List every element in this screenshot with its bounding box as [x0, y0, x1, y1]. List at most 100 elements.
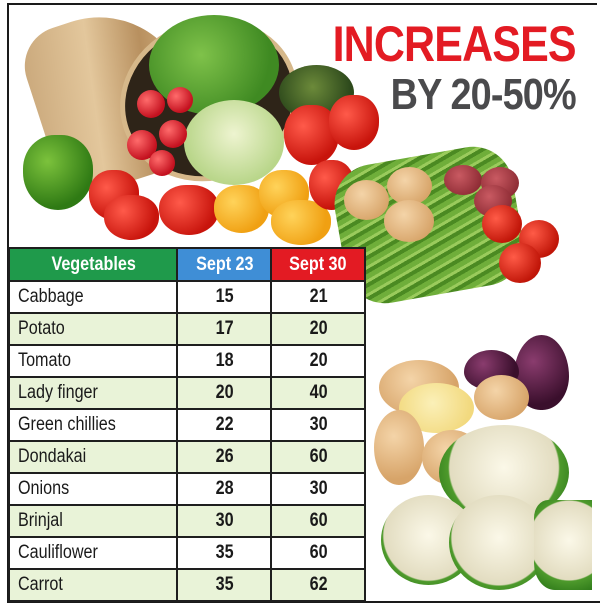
vegetable-name-cell: Lady finger [7, 376, 179, 410]
table-row: Cauliflower 35 60 [7, 536, 366, 570]
vegetable-name-cell: Cauliflower [7, 536, 179, 570]
price-sept30: 20 [309, 350, 328, 371]
table-row: Brinjal 30 60 [7, 504, 366, 538]
price-sept23-cell: 35 [176, 536, 273, 570]
headline-line1: INCREASES [332, 16, 577, 72]
table-row: Onions 28 30 [7, 472, 366, 506]
potato-icon [374, 410, 424, 485]
price-sept30: 62 [309, 574, 328, 595]
vegetable-name-cell: Onions [7, 472, 179, 506]
price-sept30: 60 [309, 510, 328, 531]
vegetable-name-cell: Cabbage [7, 280, 179, 314]
vegetable-name-cell: Dondakai [7, 440, 179, 474]
price-sept30: 20 [309, 318, 328, 339]
red-potato-icon [444, 165, 482, 195]
tomato-icon [499, 243, 541, 283]
price-sept23-cell: 17 [176, 312, 273, 346]
vegetable-name: Green chillies [18, 414, 116, 435]
column-header-label: Sept 30 [289, 253, 347, 275]
price-sept23: 18 [215, 350, 234, 371]
price-sept23-cell: 18 [176, 344, 273, 378]
price-sept30-cell: 20 [270, 344, 366, 378]
price-sept23: 28 [215, 478, 234, 499]
radish-icon [167, 87, 193, 113]
price-sept30-cell: 60 [270, 536, 366, 570]
column-header-label: Vegetables [51, 253, 136, 275]
price-sept30: 30 [309, 414, 328, 435]
price-sept30-cell: 60 [270, 504, 366, 538]
price-sept30: 30 [309, 478, 328, 499]
price-sept30-cell: 21 [270, 280, 366, 314]
potato-icon [384, 200, 434, 242]
price-sept23-cell: 20 [176, 376, 273, 410]
price-sept23: 22 [215, 414, 234, 435]
table-row: Tomato 18 20 [7, 344, 366, 378]
vegetable-name: Tomato [18, 350, 71, 371]
price-sept30-cell: 30 [270, 408, 366, 442]
frame-bottom-border [7, 601, 600, 603]
vegetable-name: Carrot [18, 574, 63, 595]
headline: INCREASES BY 20-50% [293, 16, 577, 119]
vegetable-name-cell: Carrot [7, 568, 179, 602]
price-sept30: 60 [309, 542, 328, 563]
radish-icon [137, 90, 165, 118]
column-header-label: Sept 23 [195, 253, 254, 275]
cauliflower-icon [534, 500, 592, 590]
green-pepper-icon [23, 135, 93, 210]
red-pepper-icon [159, 185, 219, 235]
price-sept30: 40 [309, 382, 328, 403]
vegetable-name-cell: Potato [7, 312, 179, 346]
tomato-icon [482, 205, 522, 243]
price-sept30-cell: 62 [270, 568, 366, 602]
price-sept23-cell: 35 [176, 568, 273, 602]
price-sept30-cell: 60 [270, 440, 366, 474]
price-sept30-cell: 20 [270, 312, 366, 346]
table-row: Green chillies 22 30 [7, 408, 366, 442]
vegetable-price-table: Vegetables Sept 23 Sept 30 Cabbage 15 21… [7, 247, 366, 602]
column-header-vegetables: Vegetables [7, 247, 179, 282]
vegetable-name-cell: Tomato [7, 344, 179, 378]
price-sept23-cell: 15 [176, 280, 273, 314]
radish-icon [149, 150, 175, 176]
price-sept23-cell: 28 [176, 472, 273, 506]
price-sept23: 17 [215, 318, 234, 339]
price-sept30-cell: 30 [270, 472, 366, 506]
price-sept30: 60 [309, 446, 328, 467]
potato-icon [474, 375, 529, 420]
price-sept23: 30 [215, 510, 234, 531]
vegetable-name: Lady finger [18, 382, 98, 403]
table-header-row: Vegetables Sept 23 Sept 30 [7, 247, 366, 282]
price-sept30: 21 [309, 286, 328, 307]
vegetable-name: Cabbage [18, 286, 84, 307]
price-sept23-cell: 26 [176, 440, 273, 474]
price-sept23: 20 [215, 382, 234, 403]
price-sept23: 35 [215, 574, 234, 595]
price-sept23-cell: 22 [176, 408, 273, 442]
price-sept23: 15 [215, 286, 234, 307]
price-sept23: 26 [215, 446, 234, 467]
table-row: Carrot 35 62 [7, 568, 366, 602]
table-row: Dondakai 26 60 [7, 440, 366, 474]
frame-top-border [7, 3, 597, 5]
vegetable-name-cell: Brinjal [7, 504, 179, 538]
table-row: Cabbage 15 21 [7, 280, 366, 314]
price-sept23: 35 [215, 542, 234, 563]
column-header-sept30: Sept 30 [270, 247, 366, 282]
cabbage-icon [184, 100, 284, 185]
vegetable-name: Brinjal [18, 510, 63, 531]
potato-icon [387, 167, 432, 205]
table-row: Potato 17 20 [7, 312, 366, 346]
column-header-sept23: Sept 23 [176, 247, 273, 282]
table-row: Lady finger 20 40 [7, 376, 366, 410]
red-pepper-icon [329, 95, 379, 150]
vegetable-name: Cauliflower [18, 542, 98, 563]
headline-line2: BY 20-50% [390, 70, 577, 119]
vegetable-name-cell: Green chillies [7, 408, 179, 442]
radish-icon [159, 120, 187, 148]
vegetable-name: Potato [18, 318, 65, 339]
price-sept23-cell: 30 [176, 504, 273, 538]
vegetable-name: Onions [18, 478, 70, 499]
vegetable-name: Dondakai [18, 446, 87, 467]
red-pepper-icon [104, 195, 159, 240]
cauliflower-icon [449, 495, 549, 590]
